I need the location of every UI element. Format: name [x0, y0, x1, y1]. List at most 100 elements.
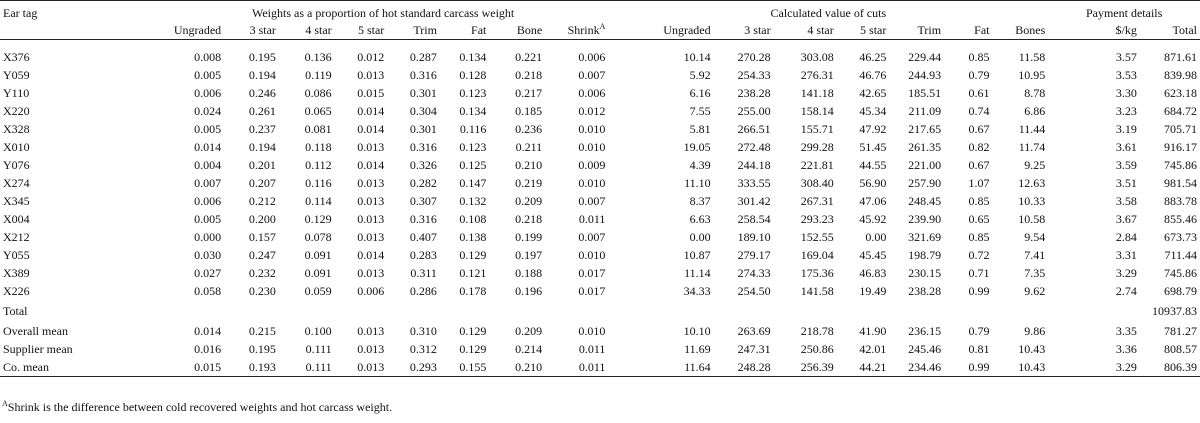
table-cell: 871.61: [1164, 50, 1197, 64]
table-cell: 44.21: [836, 358, 890, 377]
table-cell: 916.17: [1164, 140, 1197, 154]
table-cell: 152.55: [800, 230, 834, 244]
table-cell: 0.129: [459, 342, 487, 356]
table-cell: 0.111: [278, 358, 335, 377]
table-cell: 0.007: [578, 230, 606, 244]
table-cell: 45.34: [859, 104, 887, 118]
table-cell: 244.93: [908, 68, 942, 82]
table-cell: 0.006: [578, 86, 606, 100]
table-cell: 0.091: [304, 248, 332, 262]
ear-tag-cell: X328: [3, 122, 30, 136]
table-cell: 0.293: [387, 358, 440, 377]
table-cell: 0.006: [194, 86, 222, 100]
table-cell: 0.116: [305, 176, 332, 190]
table-cell: 0.013: [357, 176, 385, 190]
table-cell: 0.112: [305, 158, 332, 172]
ear-tag-cell: X004: [3, 212, 30, 226]
table-cell: 0.310: [409, 324, 437, 338]
table-cell: 274.33: [737, 266, 771, 280]
carcass-value-table: Ear tag Weights as a proportion of hot s…: [0, 0, 1200, 377]
table-row: X389 0.027 0.232 0.091 0.013 0.311 0.121 0.188 0…: [0, 264, 1200, 282]
table-row: X376 0.008 0.195 0.136 0.012 0.287 0.134 0.221 0…: [0, 48, 1200, 66]
table-cell: 0.210: [489, 358, 546, 377]
table-cell: 0.000: [194, 230, 222, 244]
table-cell: 230.15: [908, 266, 942, 280]
table-cell: 0.81: [968, 342, 990, 356]
table-cell: 981.54: [1164, 176, 1197, 190]
table-cell: 0.123: [459, 140, 487, 154]
table-cell: 198.79: [908, 248, 942, 262]
table-cell: 158.14: [800, 104, 834, 118]
table-cell: 0.85: [968, 194, 990, 208]
table-cell: 0.316: [409, 140, 437, 154]
table-cell: 9.25: [1024, 158, 1046, 172]
table-cell: 258.54: [737, 212, 771, 226]
table-cell: 0.85: [968, 50, 990, 64]
table-cell: 839.98: [1164, 68, 1197, 82]
table-cell: 3.67: [1115, 212, 1137, 226]
table-cell: 0.65: [968, 212, 990, 226]
footnote: AShrink is the difference between cold r…: [2, 400, 392, 415]
table-row: Y055 0.030 0.247 0.091 0.014 0.283 0.129 0.197 0…: [0, 246, 1200, 264]
table-cell: 175.36: [800, 266, 834, 280]
table-cell: 257.90: [908, 176, 942, 190]
table-row: X345 0.006 0.212 0.114 0.013 0.307 0.132 0.209 0…: [0, 192, 1200, 210]
table-cell: 0.307: [409, 194, 437, 208]
table-cell: 272.48: [737, 140, 771, 154]
table-cell: 0.058: [194, 284, 222, 298]
table-cell: 169.04: [800, 248, 834, 262]
table-cell: 9.62: [1024, 284, 1046, 298]
table-cell: 0.311: [410, 266, 437, 280]
table-cell: 185.51: [908, 86, 942, 100]
table-cell: 0.207: [248, 176, 276, 190]
table-cell: 0.134: [459, 50, 487, 64]
table-cell: 218.78: [800, 324, 834, 338]
table-cell: 0.237: [248, 122, 276, 136]
header-ear-tag: Ear tag: [0, 0, 158, 21]
table-cell: 276.31: [800, 68, 834, 82]
summary-row: Co. mean 0.015 0.193 0.111 0.013 0.293 0.155 0.…: [0, 358, 1200, 377]
table-cell: 141.18: [800, 86, 834, 100]
table-cell: 9.86: [1024, 324, 1046, 338]
table-cell: 0.72: [968, 248, 990, 262]
table-cell: 0.136: [304, 50, 332, 64]
table-cell: 0.004: [194, 158, 222, 172]
data-rows: X376 0.008 0.195 0.136 0.012 0.287 0.134 0.221 0…: [0, 48, 1200, 300]
table-cell: 333.55: [737, 176, 771, 190]
ear-tag-cell: X274: [3, 176, 30, 190]
table-cell: 1.07: [968, 176, 990, 190]
table-cell: 883.78: [1164, 194, 1197, 208]
table-cell: 0.221: [515, 50, 543, 64]
table-cell: 0.024: [194, 104, 222, 118]
table-cell: 0.005: [194, 122, 222, 136]
table-cell: 0.218: [515, 212, 543, 226]
table-cell: 0.85: [968, 230, 990, 244]
total-section: Total 10937.83: [0, 300, 1200, 322]
ear-tag-cell: X212: [3, 230, 30, 244]
table-cell: 0.116: [459, 122, 487, 136]
table-cell: 0.014: [357, 122, 385, 136]
table-cell: 10.43: [1018, 342, 1046, 356]
table-cell: 0.011: [545, 358, 609, 377]
table-cell: 0.217: [515, 86, 543, 100]
table-cell: 45.92: [859, 212, 887, 226]
table-cell: 0.209: [515, 324, 543, 338]
table-cell: 0.013: [334, 358, 388, 377]
header-weight-trim: Trim: [387, 21, 440, 40]
header-payment-total: Total: [1139, 21, 1200, 40]
table-cell: 10.33: [1018, 194, 1046, 208]
table-cell: 0.017: [578, 284, 606, 298]
table-cell: 0.006: [357, 284, 385, 298]
table-cell: 6.63: [689, 212, 711, 226]
table-cell: 244.18: [737, 158, 771, 172]
table-cell: 705.71: [1164, 122, 1197, 136]
group-header-weights: Weights as a proportion of hot standard …: [157, 0, 609, 21]
table-cell: 0.196: [515, 284, 543, 298]
table-cell: 56.90: [859, 176, 887, 190]
table-cell: 254.33: [737, 68, 771, 82]
header-value-ungraded: Ungraded: [608, 21, 714, 40]
table-cell: 47.92: [859, 122, 887, 136]
table-cell: 0.011: [578, 342, 606, 356]
group-header-payment-label: Payment details: [1085, 6, 1163, 20]
header-value-5-star: 5 star: [836, 21, 890, 40]
